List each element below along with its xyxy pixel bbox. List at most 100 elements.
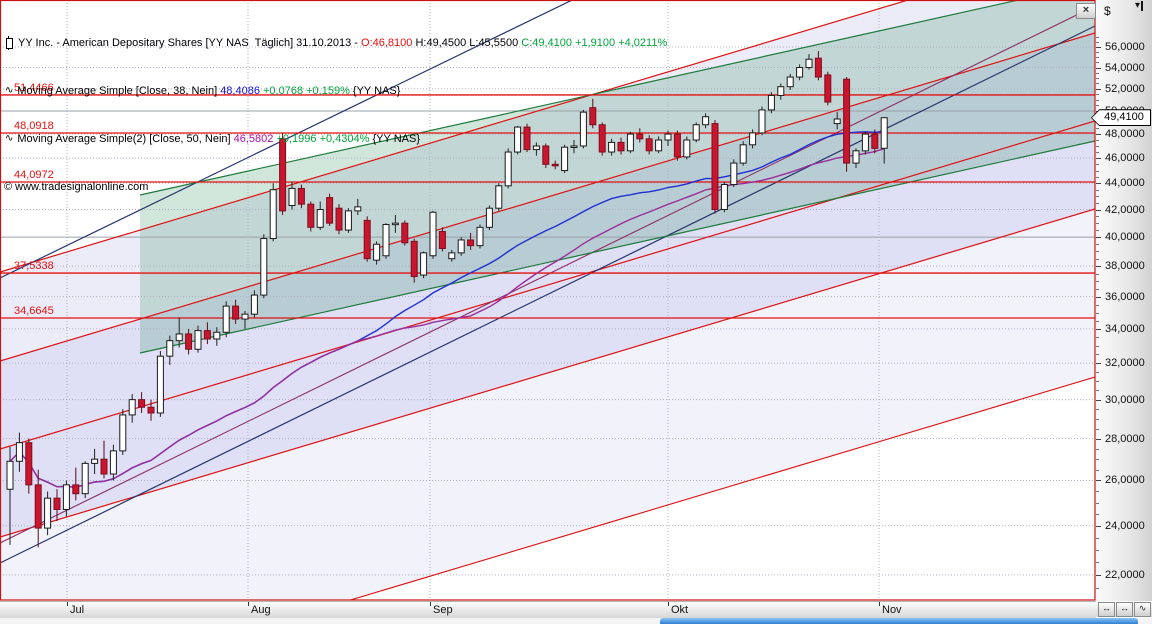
candle[interactable]	[6, 446, 14, 545]
candle[interactable]	[354, 198, 362, 215]
candle[interactable]	[598, 122, 606, 156]
last-price-tag[interactable]: 49,4100	[1091, 109, 1151, 127]
candle[interactable]	[720, 181, 728, 213]
candle[interactable]	[457, 237, 465, 256]
zoom-time-button[interactable]: ↔	[1116, 602, 1133, 617]
candle[interactable]	[391, 214, 399, 233]
candle[interactable]	[138, 392, 146, 413]
candle[interactable]	[44, 491, 52, 536]
candle[interactable]	[410, 238, 418, 283]
time-scrollbar[interactable]	[0, 618, 1152, 624]
candle[interactable]	[824, 71, 832, 106]
candle[interactable]	[485, 205, 493, 231]
candle[interactable]	[25, 438, 33, 494]
candle[interactable]	[626, 131, 634, 154]
candle[interactable]	[15, 432, 23, 472]
scale-time-button[interactable]: ↔	[1098, 602, 1115, 617]
candle[interactable]	[363, 216, 371, 262]
candle[interactable]	[429, 210, 437, 259]
candle[interactable]	[673, 130, 681, 161]
candle[interactable]	[119, 409, 127, 456]
candle[interactable]	[617, 137, 625, 155]
candle[interactable]	[730, 159, 738, 188]
candle[interactable]	[843, 77, 851, 172]
candle[interactable]	[307, 201, 315, 232]
candle[interactable]	[551, 160, 559, 170]
candle[interactable]	[805, 54, 813, 70]
support-resistance-lines[interactable]: 51,4466 48,0918 44,0972 37,5338 34,6645	[0, 82, 1096, 319]
trend-line[interactable]	[0, 32, 1095, 362]
candle[interactable]	[786, 73, 794, 90]
instrument-row[interactable]: YY Inc. - American Depositary Shares [YY…	[4, 35, 667, 51]
candle[interactable]	[185, 328, 193, 355]
axis-menu-icon[interactable]: ▾	[1135, 1, 1144, 11]
candle[interactable]	[683, 136, 691, 160]
scale-price-button[interactable]: ∿	[1134, 602, 1151, 617]
candle[interactable]	[438, 227, 446, 252]
candle[interactable]	[109, 444, 117, 481]
candle[interactable]	[222, 301, 230, 338]
trend-line[interactable]	[139, 0, 1095, 196]
candle[interactable]	[532, 142, 540, 156]
candle[interactable]	[241, 310, 249, 329]
scrollbar-thumb[interactable]	[660, 618, 1138, 624]
trend-line[interactable]	[0, 0, 1095, 279]
trend-lines[interactable]	[0, 0, 1095, 601]
candle[interactable]	[570, 140, 578, 154]
candle[interactable]	[523, 123, 531, 153]
candle[interactable]	[316, 201, 324, 231]
trend-line[interactable]	[0, 120, 1095, 450]
trend-line[interactable]	[0, 25, 1095, 564]
candle[interactable]	[62, 480, 70, 517]
candle[interactable]	[767, 92, 775, 114]
candle[interactable]	[34, 469, 42, 548]
candle[interactable]	[194, 325, 202, 353]
trend-line[interactable]	[0, 208, 1095, 538]
candle[interactable]	[335, 204, 343, 235]
candle[interactable]	[269, 183, 277, 242]
candle[interactable]	[645, 135, 653, 155]
candle[interactable]	[711, 120, 719, 214]
candle[interactable]	[579, 109, 587, 149]
candle[interactable]	[504, 148, 512, 189]
candle[interactable]	[495, 183, 503, 211]
candle[interactable]	[53, 489, 61, 522]
close-icon[interactable]: ×	[1076, 3, 1096, 19]
candle[interactable]	[871, 129, 879, 154]
candle[interactable]	[128, 394, 136, 423]
candle[interactable]	[203, 322, 211, 345]
candle[interactable]	[156, 350, 164, 417]
candle[interactable]	[561, 144, 569, 174]
candle[interactable]	[448, 249, 456, 262]
candle[interactable]	[692, 122, 700, 143]
candle[interactable]	[589, 98, 597, 129]
candle[interactable]	[758, 106, 766, 136]
candle[interactable]	[796, 64, 804, 81]
price-axis[interactable]: $ 56,000054,000052,000050,000048,000046,…	[1096, 0, 1152, 601]
candle[interactable]	[814, 51, 822, 81]
candle[interactable]	[175, 317, 183, 348]
candle[interactable]	[72, 467, 80, 501]
candle[interactable]	[739, 141, 747, 166]
candle[interactable]	[852, 148, 860, 169]
candle[interactable]	[636, 128, 644, 143]
candle[interactable]	[833, 112, 841, 130]
candle[interactable]	[147, 399, 155, 421]
candle[interactable]	[514, 125, 522, 155]
candle[interactable]	[250, 290, 258, 318]
candle[interactable]	[702, 113, 710, 129]
candle[interactable]	[232, 299, 240, 324]
trend-line[interactable]	[0, 0, 1095, 273]
candle[interactable]	[260, 234, 268, 299]
candle[interactable]	[81, 461, 89, 499]
ma50-row[interactable]: ∿ Moving Average Simple(2) [Close, 50, N…	[4, 131, 667, 147]
candlestick-chart[interactable]: 51,4466 48,0918 44,0972 37,5338 34,6645	[0, 0, 1096, 601]
time-axis[interactable]: Jul Aug Sep Okt Nov	[0, 601, 1096, 618]
candle[interactable]	[344, 208, 352, 233]
trend-line[interactable]	[0, 376, 1095, 601]
candles[interactable]	[6, 51, 888, 548]
candle[interactable]	[91, 448, 99, 475]
candle[interactable]	[467, 232, 475, 250]
ma38-row[interactable]: ∿ Moving Average Simple [Close, 38, Nein…	[4, 83, 667, 99]
candle[interactable]	[542, 143, 550, 169]
